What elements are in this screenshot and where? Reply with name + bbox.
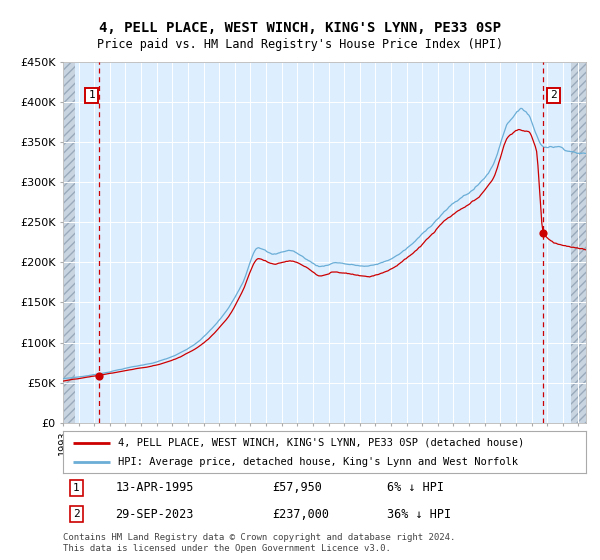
Text: £57,950: £57,950 xyxy=(272,481,322,494)
Text: HPI: Average price, detached house, King's Lynn and West Norfolk: HPI: Average price, detached house, King… xyxy=(118,457,518,467)
Text: 29-SEP-2023: 29-SEP-2023 xyxy=(115,508,194,521)
Text: 4, PELL PLACE, WEST WINCH, KING'S LYNN, PE33 0SP: 4, PELL PLACE, WEST WINCH, KING'S LYNN, … xyxy=(99,21,501,35)
Text: 13-APR-1995: 13-APR-1995 xyxy=(115,481,194,494)
Text: 36% ↓ HPI: 36% ↓ HPI xyxy=(388,508,452,521)
Point xyxy=(538,228,548,237)
Bar xyxy=(571,62,586,423)
Bar xyxy=(63,62,75,423)
Text: Contains HM Land Registry data © Crown copyright and database right 2024.
This d: Contains HM Land Registry data © Crown c… xyxy=(63,533,455,553)
Text: 4, PELL PLACE, WEST WINCH, KING'S LYNN, PE33 0SP (detached house): 4, PELL PLACE, WEST WINCH, KING'S LYNN, … xyxy=(118,437,524,447)
Text: 2: 2 xyxy=(73,509,79,519)
Text: Price paid vs. HM Land Registry's House Price Index (HPI): Price paid vs. HM Land Registry's House … xyxy=(97,38,503,51)
Text: 1: 1 xyxy=(88,90,95,100)
Text: 2: 2 xyxy=(550,90,557,100)
Text: £237,000: £237,000 xyxy=(272,508,329,521)
Text: 6% ↓ HPI: 6% ↓ HPI xyxy=(388,481,445,494)
Text: 1: 1 xyxy=(73,483,79,493)
Point xyxy=(94,372,103,381)
